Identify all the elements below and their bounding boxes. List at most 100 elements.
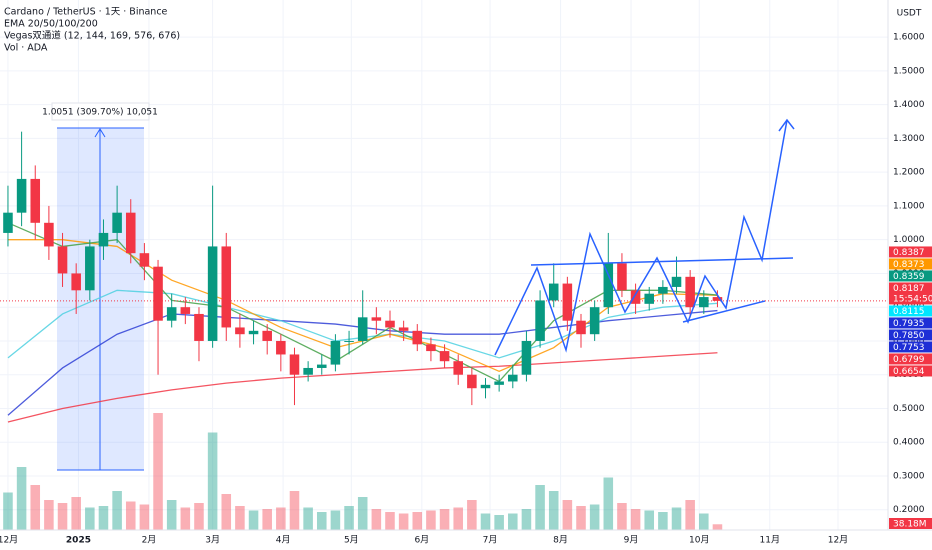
candle-body <box>330 340 341 365</box>
candle-body <box>371 317 382 321</box>
y-axis-label: USDT <box>897 9 922 19</box>
measure-label-box <box>51 102 150 121</box>
candle-body <box>57 246 68 274</box>
volume-bar <box>248 510 259 530</box>
candle-body <box>699 297 709 308</box>
y-tick-label: 1.2000 <box>893 168 925 178</box>
price-badge <box>889 317 932 329</box>
price-badge-label: 0.6799 <box>893 355 925 365</box>
volume-bar <box>603 477 614 530</box>
volume-bar <box>562 500 573 530</box>
candle-body <box>671 276 682 287</box>
volume-bar <box>180 507 191 530</box>
volume-bar <box>426 510 436 530</box>
volume-bar <box>699 513 709 530</box>
volume-bar <box>221 494 232 530</box>
candle-body <box>630 290 641 304</box>
price-badge-label: 0.7753 <box>893 343 925 353</box>
legend-entry: Vol · ADA <box>4 43 48 54</box>
x-tick-label: 5月 <box>344 535 359 546</box>
price-badge <box>889 270 932 282</box>
volume-bar <box>262 509 272 530</box>
price-badge-label: 0.8387 <box>893 248 925 258</box>
y-tick-label: 1.6000 <box>893 33 925 43</box>
candle-body <box>412 330 423 345</box>
volume-bar <box>644 510 655 530</box>
volume-bar <box>617 503 627 530</box>
volume-bar <box>576 506 586 530</box>
candle-body <box>603 263 614 308</box>
volume-bar <box>276 507 286 530</box>
volume-bar <box>44 500 54 530</box>
candle-body <box>398 327 409 331</box>
price-badge <box>889 246 932 258</box>
axis-labels: 1.6000 1.5000 1.4000 1.3000 1.2000 1.1000 1.00… <box>0 33 932 546</box>
candle-body <box>98 232 109 247</box>
candle-body <box>480 384 491 389</box>
volume-bar <box>57 503 68 530</box>
volume-bar <box>589 504 600 530</box>
legend-entry: EMA 20/50/100/200 <box>4 19 98 30</box>
candle-body <box>153 266 163 321</box>
countdown: 15:54:50 <box>893 294 932 304</box>
volume-bar <box>153 413 163 530</box>
volume-bar <box>303 507 313 530</box>
volume-bar <box>412 512 423 530</box>
price-badge-label: 0.8373 <box>893 260 925 270</box>
x-tick-label: 3月 <box>205 535 220 546</box>
projection-arrowhead <box>778 118 795 132</box>
candle-body <box>439 351 450 362</box>
candle-body <box>221 246 232 328</box>
candle-body <box>521 340 532 375</box>
candle-body <box>248 330 259 335</box>
volume-bar <box>289 491 300 530</box>
volume-bar <box>139 504 150 530</box>
candle-body <box>385 320 395 328</box>
indicator-line <box>7 352 718 423</box>
volume-bar <box>535 485 545 530</box>
candle-body <box>194 313 204 341</box>
price-badge-label: 0.8187 <box>893 284 925 294</box>
y-tick-label: 1.4000 <box>893 100 925 110</box>
volume-bar <box>30 485 41 530</box>
volume-bar <box>344 506 354 530</box>
candles <box>3 131 723 406</box>
volume-bar <box>630 509 641 530</box>
chart-title: Cardano / TetherUS · 1天 · Binance <box>4 7 168 18</box>
resistance-line <box>530 257 794 266</box>
volume-badge <box>889 518 932 529</box>
price-badge-label: 0.7850 <box>893 331 925 341</box>
candle-body <box>617 263 627 291</box>
y-tick-label: 1.1000 <box>893 201 925 211</box>
candle-body <box>467 374 477 389</box>
candle-body <box>3 212 13 233</box>
volume-bar <box>508 513 518 530</box>
projection-path <box>494 119 788 356</box>
x-tick-label: 7月 <box>483 535 498 546</box>
volume-bar <box>671 507 682 530</box>
legend-entry: Vegas双通道 (12, 144, 169, 576, 676) <box>4 30 180 42</box>
volume-bar <box>712 524 723 530</box>
candle-body <box>112 212 122 233</box>
candle-body <box>712 297 723 301</box>
volume-bar <box>125 501 136 530</box>
y-tick-label: 1.3000 <box>893 134 925 144</box>
volume-bar <box>194 503 204 530</box>
volume-bar <box>98 506 109 530</box>
candle-body <box>289 354 300 375</box>
candle-body <box>166 307 177 321</box>
volume-bar <box>453 507 463 530</box>
volume-bar <box>521 509 532 530</box>
volume-bar <box>166 500 177 530</box>
x-tick-label: 10月 <box>689 535 709 546</box>
y-tick-label: 0.2000 <box>893 505 925 515</box>
candle-body <box>85 246 95 291</box>
price-badge <box>889 353 932 365</box>
volume-bar <box>439 509 450 530</box>
candle-body <box>71 273 81 291</box>
candle-body <box>16 178 27 213</box>
volume-bar <box>207 432 218 530</box>
support-line <box>682 300 766 323</box>
candle-body <box>685 276 695 308</box>
price-badge-label: 0.8359 <box>893 272 925 282</box>
